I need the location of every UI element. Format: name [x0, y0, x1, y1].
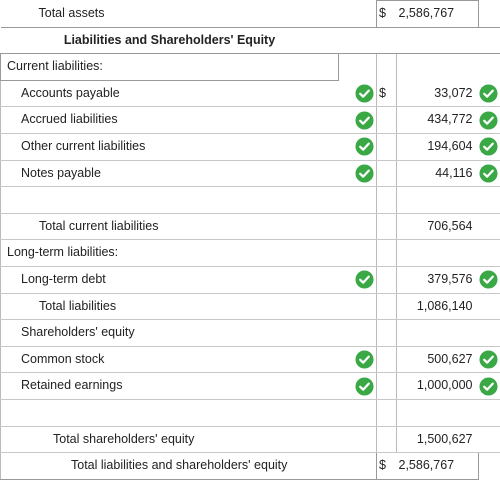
- check-circle-icon: [479, 133, 500, 160]
- other-current-liabilities-value[interactable]: 194,604: [397, 133, 479, 160]
- check-circle-icon: [339, 107, 377, 134]
- check-circle-icon: [339, 373, 377, 400]
- check-circle-icon: [479, 346, 500, 373]
- row-notes-payable: Notes payable 44,116: [1, 160, 500, 187]
- section-title: Liabilities and Shareholders' Equity: [1, 27, 339, 54]
- accounts-payable-label: Accounts payable: [1, 80, 339, 107]
- row-total-liabilities: Total liabilities 1,086,140: [1, 293, 500, 320]
- total-assets-dollar: $: [377, 1, 397, 28]
- accounts-payable-value[interactable]: 33,072: [397, 80, 479, 107]
- row-long-term-debt: Long-term debt 379,576: [1, 266, 500, 293]
- row-total-shareholders-equity: Total shareholders' equity 1,500,627: [1, 426, 500, 453]
- check-circle-icon: [479, 80, 500, 107]
- row-total-liabilities-and-equity: Total liabilities and shareholders' equi…: [1, 453, 500, 480]
- accrued-liabilities-value[interactable]: 434,772: [397, 107, 479, 134]
- accrued-liabilities-label: Accrued liabilities: [1, 107, 339, 134]
- retained-earnings-value[interactable]: 1,000,000: [397, 373, 479, 400]
- check-circle-icon: [339, 160, 377, 187]
- check-circle-icon: [479, 160, 500, 187]
- retained-earnings-label: Retained earnings: [1, 373, 339, 400]
- check-circle-icon: [479, 373, 500, 400]
- total-liabilities-label: Total liabilities: [1, 293, 339, 320]
- row-retained-earnings: Retained earnings 1,000,000: [1, 373, 500, 400]
- accounts-payable-dollar: $: [377, 80, 397, 107]
- total-liabilities-and-equity-label: Total liabilities and shareholders' equi…: [1, 453, 339, 480]
- total-shareholders-equity-value: 1,500,627: [397, 426, 479, 453]
- total-liabilities-value: 1,086,140: [397, 293, 479, 320]
- total-shareholders-equity-label: Total shareholders' equity: [1, 426, 339, 453]
- row-blank: [1, 187, 500, 214]
- long-term-liabilities-header: Long-term liabilities:: [1, 240, 339, 267]
- long-term-debt-value[interactable]: 379,576: [397, 266, 479, 293]
- row-total-assets: Total assets $ 2,586,767: [1, 1, 500, 28]
- check-circle-icon: [339, 80, 377, 107]
- total-liabilities-and-equity-value: 2,586,767: [397, 453, 479, 480]
- row-shareholders-equity-header: Shareholders' equity: [1, 320, 500, 347]
- check-circle-icon: [479, 107, 500, 134]
- total-current-liabilities-value: 706,564: [397, 213, 479, 240]
- check-circle-icon: [339, 346, 377, 373]
- current-liabilities-header: Current liabilities:: [1, 54, 339, 81]
- row-total-current-liabilities: Total current liabilities 706,564: [1, 213, 500, 240]
- total-liabilities-and-equity-dollar: $: [377, 453, 397, 480]
- row-section-title: Liabilities and Shareholders' Equity: [1, 27, 500, 54]
- long-term-debt-label: Long-term debt: [1, 266, 339, 293]
- common-stock-value[interactable]: 500,627: [397, 346, 479, 373]
- row-other-current-liabilities: Other current liabilities 194,604: [1, 133, 500, 160]
- total-current-liabilities-label: Total current liabilities: [1, 213, 339, 240]
- common-stock-label: Common stock: [1, 346, 339, 373]
- other-current-liabilities-label: Other current liabilities: [1, 133, 339, 160]
- row-accrued-liabilities: Accrued liabilities 434,772: [1, 107, 500, 134]
- check-circle-icon: [339, 266, 377, 293]
- check-circle-icon: [479, 266, 500, 293]
- row-common-stock: Common stock 500,627: [1, 346, 500, 373]
- row-accounts-payable: Accounts payable $ 33,072: [1, 80, 500, 107]
- row-blank: [1, 399, 500, 426]
- row-long-term-header: Long-term liabilities:: [1, 240, 500, 267]
- row-current-liabilities-header: Current liabilities:: [1, 54, 500, 81]
- total-assets-value: 2,586,767: [397, 1, 479, 28]
- total-assets-label: Total assets: [1, 1, 339, 28]
- notes-payable-label: Notes payable: [1, 160, 339, 187]
- shareholders-equity-header: Shareholders' equity: [1, 320, 339, 347]
- balance-sheet: Total assets $ 2,586,767 Liabilities and…: [0, 0, 500, 469]
- check-circle-icon: [339, 133, 377, 160]
- notes-payable-value[interactable]: 44,116: [397, 160, 479, 187]
